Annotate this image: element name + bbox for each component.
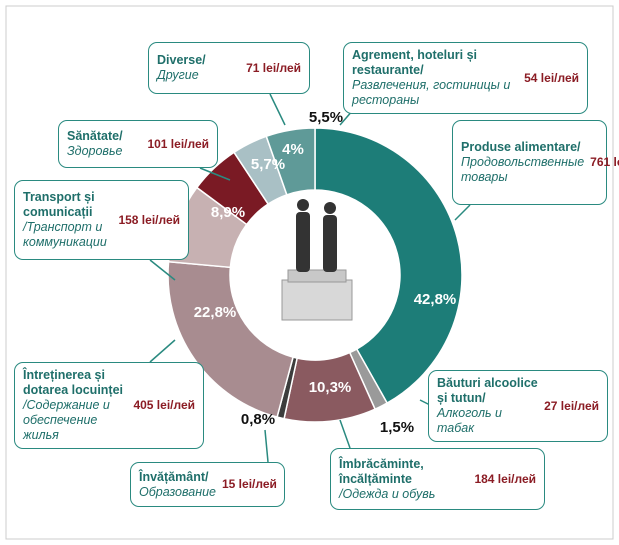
- callout-text: Îmbrăcăminte, încălțăminte/Одежда и обув…: [339, 457, 468, 502]
- callout-text: Băuturi alcoolice și tutun/Алкоголь и та…: [437, 376, 538, 436]
- category-name: Întreținerea și dotarea locuinței: [23, 368, 127, 398]
- callout-text: Învățământ/Образование: [139, 470, 216, 500]
- category-name: Sănătate/: [67, 129, 141, 144]
- amount-label: 761 lei/лей: [590, 155, 619, 170]
- infographic: 42,8% 1,5% 10,3% 0,8% 22,8% 8,9% 5,7%4% 5,5% Pr…: [0, 0, 619, 545]
- value-label: 42,8%: [414, 291, 457, 308]
- value-label: 4%: [282, 141, 304, 158]
- category-name-ru: /Одежда и обувь: [339, 487, 468, 502]
- category-name: Agrement, hoteluri și restaurante/: [352, 48, 518, 78]
- callout: Băuturi alcoolice și tutun/Алкоголь и та…: [428, 370, 608, 442]
- category-name-ru: Здоровье: [67, 144, 141, 159]
- value-label: 0,8%: [241, 411, 275, 428]
- amount-label: 405 lei/лей: [133, 398, 195, 413]
- callout: Învățământ/Образование 15 lei/лей: [130, 462, 285, 507]
- category-name-ru: /Содержание и обеспечение жилья: [23, 398, 127, 443]
- callout-text: Întreținerea și dotarea locuinței/Содерж…: [23, 368, 127, 443]
- category-name-ru: Продовольственные товары: [461, 155, 584, 185]
- amount-label: 15 lei/лей: [222, 477, 277, 492]
- callout-text: Agrement, hoteluri și restaurante/Развле…: [352, 48, 518, 108]
- category-name: Îmbrăcăminte, încălțăminte: [339, 457, 468, 487]
- amount-label: 101 lei/лей: [147, 137, 209, 152]
- value-label: 5,5%: [309, 109, 343, 126]
- callout-text: Transport și comunicații/Транспорт и ком…: [23, 190, 112, 250]
- category-name: Diverse/: [157, 53, 240, 68]
- amount-label: 54 lei/лей: [524, 71, 579, 86]
- category-name-ru: Алкоголь и табак: [437, 406, 538, 436]
- value-label: 1,5%: [380, 419, 414, 436]
- category-name: Produse alimentare/: [461, 140, 584, 155]
- category-name: Învățământ/: [139, 470, 216, 485]
- callout: Întreținerea și dotarea locuinței/Содерж…: [14, 362, 204, 449]
- amount-label: 27 lei/лей: [544, 399, 599, 414]
- callout: Produse alimentare/Продовольственные тов…: [452, 120, 607, 205]
- callout: Îmbrăcăminte, încălțăminte/Одежда и обув…: [330, 448, 545, 510]
- callout: Transport și comunicații/Транспорт и ком…: [14, 180, 189, 260]
- category-name-ru: Другие: [157, 68, 240, 83]
- amount-label: 158 lei/лей: [118, 213, 180, 228]
- category-name: Băuturi alcoolice și tutun/: [437, 376, 538, 406]
- value-label: 8,9%: [211, 204, 245, 221]
- category-name-ru: /Транспорт и коммуникации: [23, 220, 112, 250]
- category-name: Transport și comunicații: [23, 190, 112, 220]
- callout-text: Sănătate/Здоровье: [67, 129, 141, 159]
- callout: Agrement, hoteluri și restaurante/Развле…: [343, 42, 588, 114]
- callout: Diverse/Другие 71 lei/лей: [148, 42, 310, 94]
- value-label: 22,8%: [194, 304, 237, 321]
- value-label: 5,7%: [251, 156, 285, 173]
- callout: Sănătate/Здоровье 101 lei/лей: [58, 120, 218, 168]
- category-name-ru: Развлечения, гостиницы и рестораны: [352, 78, 518, 108]
- amount-label: 71 lei/лей: [246, 61, 301, 76]
- amount-label: 184 lei/лей: [474, 472, 536, 487]
- category-name-ru: Образование: [139, 485, 216, 500]
- callout-text: Produse alimentare/Продовольственные тов…: [461, 140, 584, 185]
- callout-text: Diverse/Другие: [157, 53, 240, 83]
- value-label: 10,3%: [309, 379, 352, 396]
